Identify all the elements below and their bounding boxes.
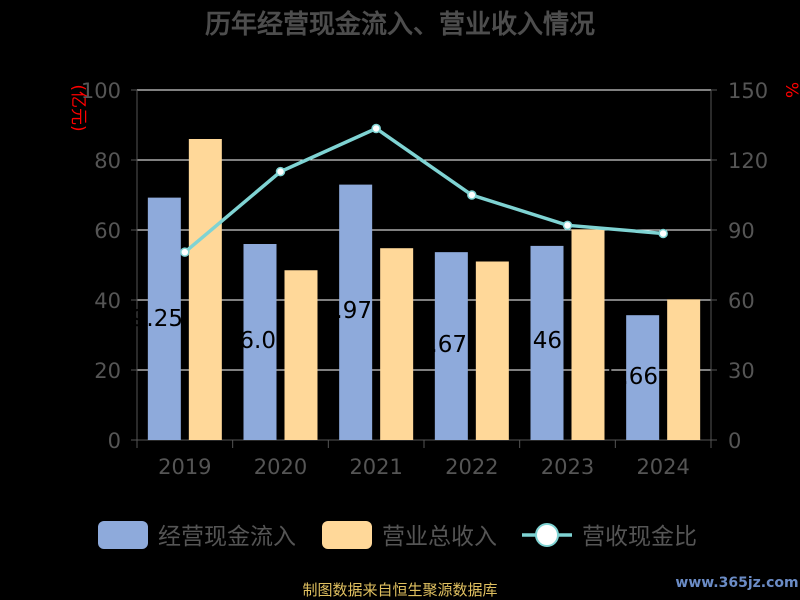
x-tick-label: 2021 bbox=[349, 455, 402, 479]
y-tick-left: 40 bbox=[94, 289, 121, 313]
x-tick-label: 2023 bbox=[541, 455, 594, 479]
data-label-2024: 5.66 bbox=[607, 364, 658, 390]
y-tick-left: 0 bbox=[108, 429, 121, 453]
tick-labels: 0 0 20 30 40 60 60 90 80 120 100 150 2019 2020 2021 202… bbox=[81, 79, 768, 479]
bar-revenue-2024 bbox=[667, 299, 701, 440]
data-label-2023: 5.46 bbox=[511, 328, 562, 354]
axes bbox=[131, 89, 717, 448]
ratio-point-2023 bbox=[562, 220, 573, 231]
legend-marker bbox=[535, 523, 559, 547]
y-tick-left: 60 bbox=[94, 219, 121, 243]
legend-swatch bbox=[98, 521, 148, 549]
data-label-2019: 9.25 bbox=[132, 306, 183, 332]
bar-revenue-2022 bbox=[475, 261, 509, 440]
bars bbox=[147, 139, 701, 440]
y-tick-left: 80 bbox=[94, 149, 121, 173]
bar-cash-inflow-2023 bbox=[530, 245, 564, 440]
y-tick-left: 100 bbox=[81, 79, 121, 103]
legend-label: 经营现金流入 bbox=[158, 524, 296, 550]
x-tick-label: 2024 bbox=[636, 455, 689, 479]
ratio-point-2021 bbox=[371, 123, 381, 134]
data-label-2020: 6.0 bbox=[239, 328, 276, 354]
ratio-line bbox=[180, 123, 668, 257]
ratio-line-path bbox=[183, 126, 664, 254]
legend-label: 营收现金比 bbox=[582, 524, 697, 550]
legend-item-0[interactable]: 经营现金流入 bbox=[98, 521, 296, 550]
y-axis-right-label: % bbox=[781, 82, 800, 98]
y-tick-right: 0 bbox=[728, 429, 741, 453]
y-tick-right: 120 bbox=[728, 149, 768, 173]
legend-label: 营业总收入 bbox=[382, 524, 497, 550]
watermark-text: www.365jz.com bbox=[675, 575, 798, 591]
y-axis-left-label: (亿元) bbox=[68, 84, 88, 131]
ratio-point-2020 bbox=[275, 166, 286, 177]
bar-cash-inflow-2022 bbox=[434, 252, 468, 440]
y-tick-right: 30 bbox=[728, 359, 755, 383]
bar-cash-inflow-2021 bbox=[339, 184, 373, 440]
y-tick-left: 20 bbox=[94, 359, 121, 383]
bar-revenue-2021 bbox=[380, 248, 414, 440]
x-tick-label: 2022 bbox=[445, 455, 498, 479]
source-note: 制图数据来自恒生聚源数据库 bbox=[302, 581, 497, 599]
ratio-point-2019 bbox=[180, 247, 190, 257]
ratio-point-2024 bbox=[658, 228, 668, 239]
bar-revenue-2023 bbox=[571, 229, 605, 440]
data-label-2021: 2.97 bbox=[321, 298, 372, 324]
y-tick-right: 150 bbox=[728, 79, 768, 103]
x-tick-label: 2019 bbox=[158, 455, 211, 479]
legend-item-1[interactable]: 营业总收入 bbox=[322, 521, 497, 550]
bar-cash-inflow-2020 bbox=[243, 244, 277, 440]
chart-title: 历年经营现金流入、营业收入情况 bbox=[205, 9, 595, 40]
legend: 经营现金流入 营业总收入 营收现金比 bbox=[98, 521, 697, 550]
y-tick-right: 90 bbox=[728, 219, 755, 243]
y-tick-right: 60 bbox=[728, 289, 755, 313]
bar-cash-inflow-2019 bbox=[147, 197, 181, 440]
data-labels: 9.25 6.0 2.97 3.67 5.46 5.66 bbox=[132, 298, 658, 390]
bar-cash-inflow-2024 bbox=[626, 315, 660, 440]
legend-item-2[interactable]: 营收现金比 bbox=[522, 523, 697, 550]
bar-revenue-2020 bbox=[284, 270, 318, 440]
x-tick-label: 2020 bbox=[254, 455, 307, 479]
ratio-point-2022 bbox=[467, 190, 477, 200]
legend-swatch bbox=[322, 521, 372, 549]
data-label-2022: 3.67 bbox=[416, 332, 467, 358]
bar-revenue-2019 bbox=[188, 139, 222, 440]
